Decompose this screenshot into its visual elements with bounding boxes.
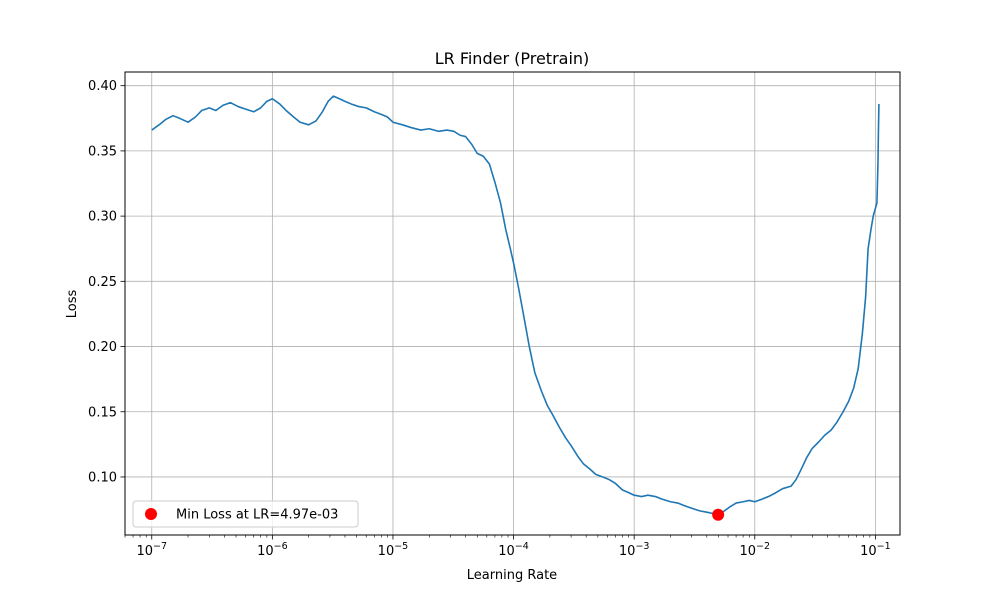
legend-box [132,500,359,528]
y-axis: 0.10 0.15 0.20 0.25 0.30 0.35 0.40 [88,79,125,485]
x-tick-label: 10−7 [136,541,167,559]
min-loss-marker [712,508,725,521]
x-tick-label: 10−2 [739,541,770,559]
legend-marker [145,508,157,520]
legend-label: Min Loss at LR=4.97e-03 [176,508,338,523]
grid [125,72,900,535]
y-tick-label: 0.30 [88,210,117,225]
x-tick-label: 10−1 [860,541,891,559]
y-tick-label: 0.15 [88,405,117,420]
x-axis-label: Learning Rate [467,568,557,583]
series-layer [151,95,880,521]
x-tick-label: 10−6 [257,541,288,559]
y-tick-label: 0.10 [88,470,117,485]
x-tick-label: 10−4 [498,541,529,559]
plot-frame [124,71,901,536]
legend: Min Loss at LR=4.97e-03 [132,500,359,528]
x-tick-label: 10−5 [378,541,409,559]
x-axis: 10−7 10−6 10−5 10−4 10−3 10−2 10−1 [124,535,891,559]
y-tick-label: 0.20 [88,340,117,355]
y-tick-label: 0.25 [88,275,117,290]
loss-curve [151,95,880,516]
x-tick-label: 10−3 [619,541,650,559]
y-axis-label: Loss [65,290,80,319]
chart-title: LR Finder (Pretrain) [435,49,590,68]
y-tick-label: 0.35 [88,144,117,159]
y-tick-label: 0.40 [88,79,117,94]
